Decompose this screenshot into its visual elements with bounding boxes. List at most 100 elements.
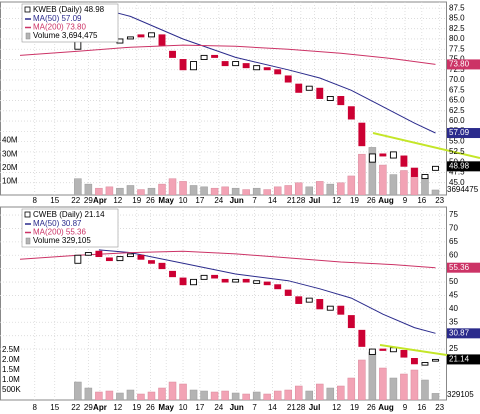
volume-bar <box>316 383 324 400</box>
y-tick-label: 85.0 <box>449 14 465 23</box>
volume-bar <box>358 359 366 400</box>
x-tick-label: 14 <box>268 403 277 412</box>
y-tick-label: 87.5 <box>449 3 465 12</box>
candle <box>358 122 366 147</box>
candle <box>253 65 261 71</box>
volume-bar <box>84 387 93 400</box>
volume-bar <box>137 393 145 400</box>
x-tick-label: 26 <box>146 403 155 412</box>
volume-bar <box>252 187 261 195</box>
x-tick-label: 15 <box>50 403 59 412</box>
x-tick-label: 12 <box>332 196 341 205</box>
price-flag-label: 30.87 <box>449 328 470 337</box>
candle <box>316 87 324 99</box>
x-tick-label: 10 <box>179 403 188 412</box>
y-tick-label: 80.0 <box>449 34 465 43</box>
candle <box>358 329 366 347</box>
moving-average-line <box>19 250 436 269</box>
candle <box>432 165 439 171</box>
x-tick-label: 12 <box>113 196 122 205</box>
volume-bar <box>326 183 335 195</box>
y-tick-label: 65 <box>449 237 458 246</box>
volume-bar <box>105 390 114 400</box>
volume-bar <box>221 390 229 400</box>
volume-tick-label: 1.0M <box>2 375 20 384</box>
volume-bar <box>179 383 187 400</box>
x-tick-label: 14 <box>268 196 277 205</box>
x-tick-label: 28 <box>296 196 305 205</box>
y-tick-label: 52.5 <box>449 147 465 156</box>
y-tick-label: 77.5 <box>449 44 465 53</box>
candle <box>179 59 187 71</box>
candle <box>179 277 187 286</box>
candle <box>137 254 145 260</box>
candle <box>400 155 408 167</box>
candle <box>274 69 282 75</box>
volume-bar <box>221 186 229 195</box>
y-tick-label: 70 <box>449 224 458 233</box>
chart-title: CWEB (Daily) 21.14 <box>33 210 105 219</box>
volume-bar <box>189 389 198 400</box>
volume-bar <box>74 381 82 400</box>
candle <box>295 83 303 93</box>
volume-flag-label: 329105 <box>447 390 474 399</box>
x-tick-label: 23 <box>435 196 444 205</box>
candle <box>253 280 261 284</box>
x-tick-label: 8 <box>32 403 37 412</box>
volume-bar <box>126 185 135 195</box>
volume-bar <box>379 367 387 400</box>
volume-bar <box>294 182 303 195</box>
legend-label: Volume 329,105 <box>33 236 91 245</box>
candle <box>190 61 198 71</box>
volume-bar <box>116 392 124 400</box>
volume-bar <box>84 183 93 195</box>
volume-tick-label: 1.5M <box>2 365 20 374</box>
x-tick-label: 19 <box>132 403 141 412</box>
candle <box>169 270 176 278</box>
x-tick-label: 15 <box>50 196 59 205</box>
volume-bar <box>431 189 440 195</box>
volume-bar <box>347 377 356 400</box>
x-tick-label: 29 <box>84 196 93 205</box>
x-tick-label: Jul <box>309 196 321 205</box>
y-tick-label: 75.0 <box>449 55 465 64</box>
price-flag <box>447 59 480 70</box>
x-tick-label: 26 <box>367 403 376 412</box>
legend-swatch <box>24 6 31 13</box>
legend-box <box>21 208 119 248</box>
volume-bar <box>400 373 408 400</box>
candle <box>337 305 345 315</box>
volume-flag-label: 3694475 <box>447 185 479 194</box>
volume-bar <box>305 390 314 400</box>
volume-bar <box>368 351 377 400</box>
price-flag-label: 57.09 <box>449 128 470 137</box>
candle <box>126 253 134 258</box>
candle <box>148 32 155 38</box>
candle <box>379 153 387 157</box>
volume-tick-label: 2.0M <box>2 355 20 364</box>
moving-average-line <box>98 7 436 134</box>
legend-label: MA(200) 55.36 <box>33 228 86 237</box>
legend-label: MA(50) 30.87 <box>33 219 82 228</box>
volume-bar <box>431 393 440 400</box>
x-tick-label: 22 <box>71 196 80 205</box>
volume-tick-label: 40M <box>2 136 18 145</box>
x-tick-label: Jun <box>230 403 244 412</box>
candle <box>169 50 176 58</box>
x-tick-label: 19 <box>350 196 359 205</box>
candle <box>347 106 355 120</box>
candle <box>274 284 282 290</box>
x-tick-label: 21 <box>287 196 296 205</box>
candle <box>368 348 376 355</box>
y-tick-label: 45 <box>449 291 458 300</box>
candle <box>200 274 208 280</box>
candle <box>337 95 345 106</box>
x-tick-label: 12 <box>332 403 341 412</box>
candle <box>421 362 429 366</box>
volume-tick-label: 30M <box>2 149 18 158</box>
volume-tick-label: 500K <box>2 385 21 394</box>
candle <box>284 75 292 83</box>
candle <box>242 63 250 69</box>
volume-tick-label: 2.5M <box>2 345 20 354</box>
